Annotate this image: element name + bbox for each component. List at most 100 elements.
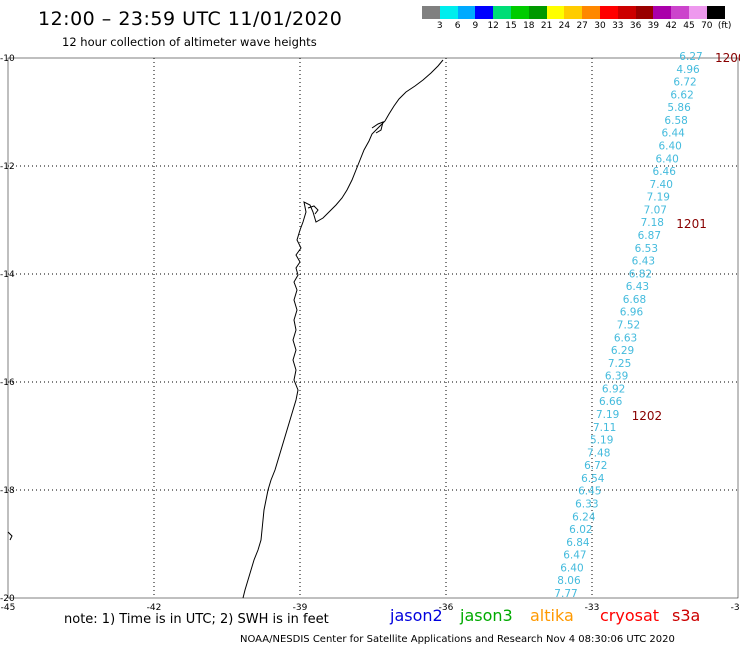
swh-value: 6.92 xyxy=(602,383,625,395)
lon-tick-label: -45 xyxy=(1,603,16,613)
swh-value: 6.58 xyxy=(664,115,687,127)
legend-swatch xyxy=(599,6,618,19)
legend-swatch xyxy=(671,6,689,19)
lat-tick-label: -18 xyxy=(0,486,15,496)
lat-tick-label: -16 xyxy=(0,378,15,388)
swh-value: 6.72 xyxy=(673,77,696,89)
swh-value: 7.48 xyxy=(587,447,610,459)
legend-swatch xyxy=(635,6,654,19)
lat-tick-label: -20 xyxy=(0,594,15,604)
legend-swatch xyxy=(582,6,600,19)
swh-value: 6.29 xyxy=(611,345,634,357)
legend-label: 70 xyxy=(701,21,713,31)
legend-swatch xyxy=(688,6,707,19)
swh-value: 6.82 xyxy=(629,268,652,280)
swh-value: 6.96 xyxy=(620,307,644,319)
swh-value: 6.62 xyxy=(670,89,693,101)
swh-value: 5.86 xyxy=(667,102,691,114)
coastline xyxy=(242,59,444,599)
lat-tick-label: -12 xyxy=(0,162,15,172)
satellite-jason2: jason2 xyxy=(390,606,443,625)
legend-label: 12 xyxy=(487,21,499,31)
axis-tick-labels: -45 -42 -39 -36 -33 -30 -10 -12 -14 -16 -18 -20 xyxy=(0,54,740,613)
legend-label: 9 xyxy=(472,21,479,31)
map-grid xyxy=(7,57,739,599)
swh-value: 7.19 xyxy=(647,192,670,204)
island-fragment xyxy=(7,121,384,541)
swh-value: 6.40 xyxy=(655,153,678,165)
legend-swatch xyxy=(510,6,529,19)
footer-credit: NOAA/NESDIS Center for Satellite Applica… xyxy=(240,634,675,645)
legend-swatch xyxy=(493,6,511,19)
map-frame xyxy=(7,57,739,599)
swh-value: 7.18 xyxy=(641,217,664,229)
legend-label: (ft) xyxy=(717,21,732,31)
swh-value: 6.43 xyxy=(626,281,649,293)
swh-value: 6.24 xyxy=(572,511,596,523)
swh-value: 6.53 xyxy=(635,243,658,255)
swh-value: 6.40 xyxy=(658,141,681,153)
swh-value: 6.43 xyxy=(632,256,655,268)
legend-swatch xyxy=(457,6,476,19)
legend-label: 39 xyxy=(647,21,660,31)
swh-value: 6.84 xyxy=(566,537,590,549)
lon-tick-label: -33 xyxy=(585,603,600,613)
note-text: note: 1) Time is in UTC; 2) SWH is in fe… xyxy=(64,612,329,627)
time-labels: 1200 1201 1202 xyxy=(632,51,740,423)
lon-tick-label: -42 xyxy=(147,603,162,613)
legend-swatch xyxy=(528,6,547,19)
swh-value: 6.33 xyxy=(575,499,598,511)
swh-value: 6.40 xyxy=(560,562,583,574)
time-label: 1202 xyxy=(632,409,663,423)
swh-value: 6.66 xyxy=(599,396,623,408)
swh-value: 6.46 xyxy=(653,166,677,178)
swh-value: 7.52 xyxy=(617,320,640,332)
legend-label: 15 xyxy=(505,21,517,31)
swh-value: 7.77 xyxy=(554,588,577,600)
legend-swatch xyxy=(653,6,672,19)
swh-value: 6.72 xyxy=(584,460,607,472)
legend-label: 45 xyxy=(683,21,695,31)
swh-value: 7.40 xyxy=(650,179,673,191)
legend-swatch xyxy=(475,6,494,19)
lat-tick-label: -14 xyxy=(0,270,15,280)
legend-label: 36 xyxy=(629,21,642,31)
swh-value: 7.25 xyxy=(608,358,631,370)
legend-swatch xyxy=(422,6,440,19)
swh-value: 6.02 xyxy=(569,524,592,536)
satellite-s3a: s3a xyxy=(672,606,701,625)
lat-tick-label: -10 xyxy=(0,54,15,64)
legend-swatch xyxy=(564,6,583,19)
legend-swatches xyxy=(422,6,725,19)
swh-value: 6.54 xyxy=(581,473,605,485)
legend-swatch xyxy=(439,6,458,19)
satellite-track: 6.274.966.726.625.866.586.446.406.406.46… xyxy=(554,51,702,600)
legend-label: 18 xyxy=(523,21,535,31)
chart-subtitle: 12 hour collection of altimeter wave hei… xyxy=(62,35,317,49)
swh-value: 8.06 xyxy=(557,575,581,587)
legend-label: 21 xyxy=(540,21,553,31)
satellite-cryosat: cryosat xyxy=(600,606,660,625)
time-label: 1200 xyxy=(715,51,740,65)
legend-swatch xyxy=(617,6,636,19)
swh-value: 7.19 xyxy=(596,409,619,421)
swh-value: 6.87 xyxy=(638,230,661,242)
color-legend: 3 6 9 12 15 18 21 24 27 30 33 36 39 42 45 70 (ft) xyxy=(422,6,731,33)
legend-label: 6 xyxy=(454,21,461,31)
chart-title: 12:00 – 23:59 UTC 11/01/2020 xyxy=(38,8,343,30)
swh-value: 6.47 xyxy=(563,550,586,562)
legend-label: 24 xyxy=(558,21,571,31)
legend-swatch xyxy=(706,6,725,19)
time-label: 1201 xyxy=(676,217,707,231)
satellite-jason3: jason3 xyxy=(460,606,513,625)
swh-value: 7.07 xyxy=(644,204,667,216)
swh-value: 6.27 xyxy=(679,51,702,63)
swh-value: 5.19 xyxy=(590,435,613,447)
legend-labels: 3 6 9 12 15 18 21 24 27 30 33 36 39 42 45 70 (ft) xyxy=(422,19,731,33)
lon-tick-label: -30 xyxy=(731,603,740,613)
swh-value: 6.44 xyxy=(661,128,685,140)
legend-label: 30 xyxy=(594,21,606,31)
lon-tick-label: -39 xyxy=(293,603,308,613)
lon-tick-label: -36 xyxy=(439,603,454,613)
legend-label: 3 xyxy=(436,21,443,31)
